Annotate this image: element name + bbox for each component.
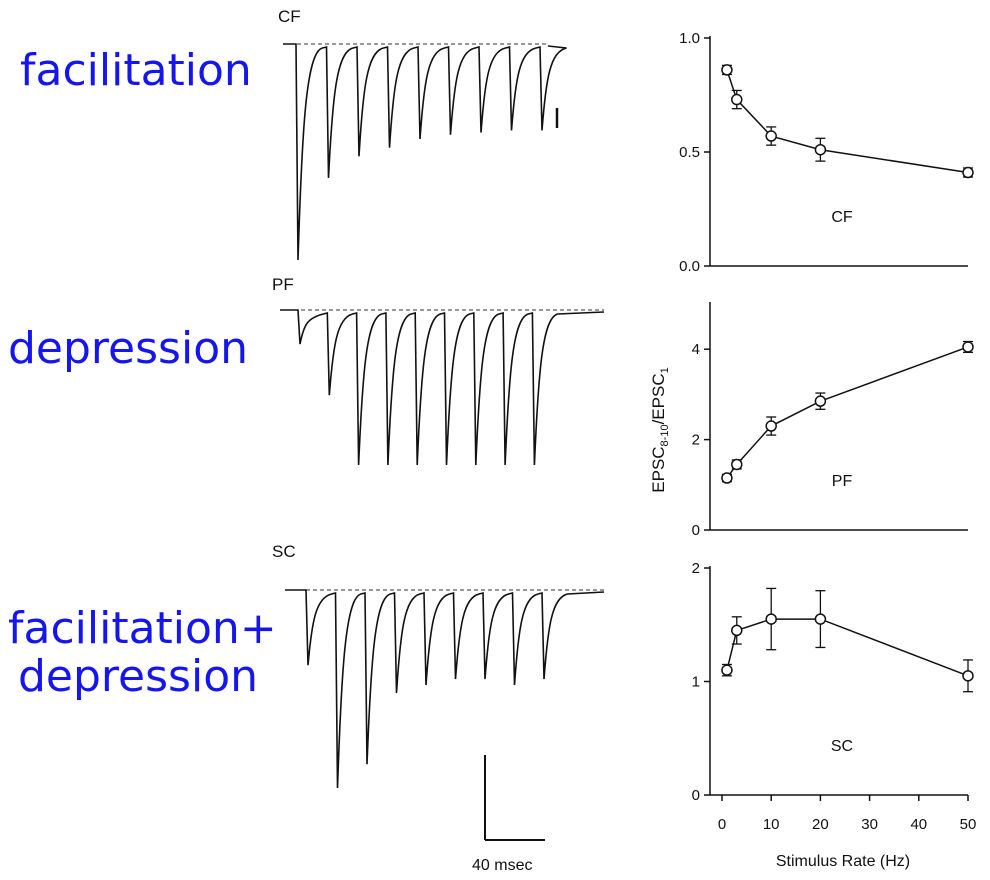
annotation-depression-2: depression — [18, 651, 259, 702]
x-tick-label: 40 — [910, 816, 927, 833]
y-tick-label: 1.0 — [679, 30, 700, 47]
y-tick-label: 1 — [692, 674, 700, 691]
epsc-trace-pf — [280, 309, 605, 466]
time-scale-bar — [484, 755, 545, 841]
data-point — [814, 395, 827, 407]
data-point — [731, 458, 743, 471]
annotation-facilitation-plus: facilitation+ — [8, 603, 277, 654]
trace-label-pf: PF — [272, 275, 294, 294]
data-point — [814, 143, 827, 156]
data-point — [765, 130, 777, 142]
data-point — [721, 664, 733, 676]
x-tick-label: 10 — [763, 816, 780, 833]
y-tick-label: 0 — [692, 787, 700, 804]
data-point — [962, 670, 974, 682]
x-tick-label: 50 — [960, 816, 977, 833]
x-tick-label: 20 — [812, 816, 829, 833]
plot-panel-pf: 0 2 4 PF — [692, 302, 974, 539]
y-tick-label: 0 — [692, 522, 700, 539]
y-tick-label: 4 — [692, 341, 700, 358]
panel-label: CF — [831, 209, 853, 226]
y-tick-label: 0.0 — [679, 258, 700, 275]
data-point — [731, 624, 743, 637]
trace-label-sc: SC — [272, 542, 296, 561]
series-line — [726, 618, 969, 677]
plot-panel-cf: 0.0 0.5 1.0 CF — [679, 30, 974, 275]
y-tick-label: 0.5 — [679, 144, 700, 161]
annotation-facilitation: facilitation — [20, 45, 252, 96]
x-tick-label: 0 — [718, 816, 726, 833]
epsc-trace-sc — [285, 589, 605, 789]
data-point — [962, 166, 974, 179]
data-point — [765, 420, 777, 432]
data-point — [731, 93, 743, 106]
x-tick-label: 30 — [861, 816, 878, 833]
trace-label-cf: CF — [278, 7, 301, 26]
data-point — [721, 472, 733, 484]
y-axis-label: EPSC8-10/EPSC1 — [649, 367, 671, 492]
scale-bar-label: 40 msec — [472, 857, 532, 874]
annotation-depression: depression — [8, 323, 249, 374]
y-tick-label: 2 — [692, 432, 700, 449]
x-axis-label: Stimulus Rate (Hz) — [776, 853, 910, 870]
y-tick-label: 2 — [692, 560, 700, 577]
series-line — [726, 346, 969, 479]
data-point — [814, 613, 827, 625]
series-line — [726, 69, 969, 174]
data-point — [721, 64, 733, 76]
data-point — [765, 613, 777, 625]
panel-label: PF — [832, 473, 853, 490]
data-point — [962, 341, 974, 353]
epsc-trace-cf — [283, 43, 567, 261]
panel-label: SC — [831, 738, 853, 755]
